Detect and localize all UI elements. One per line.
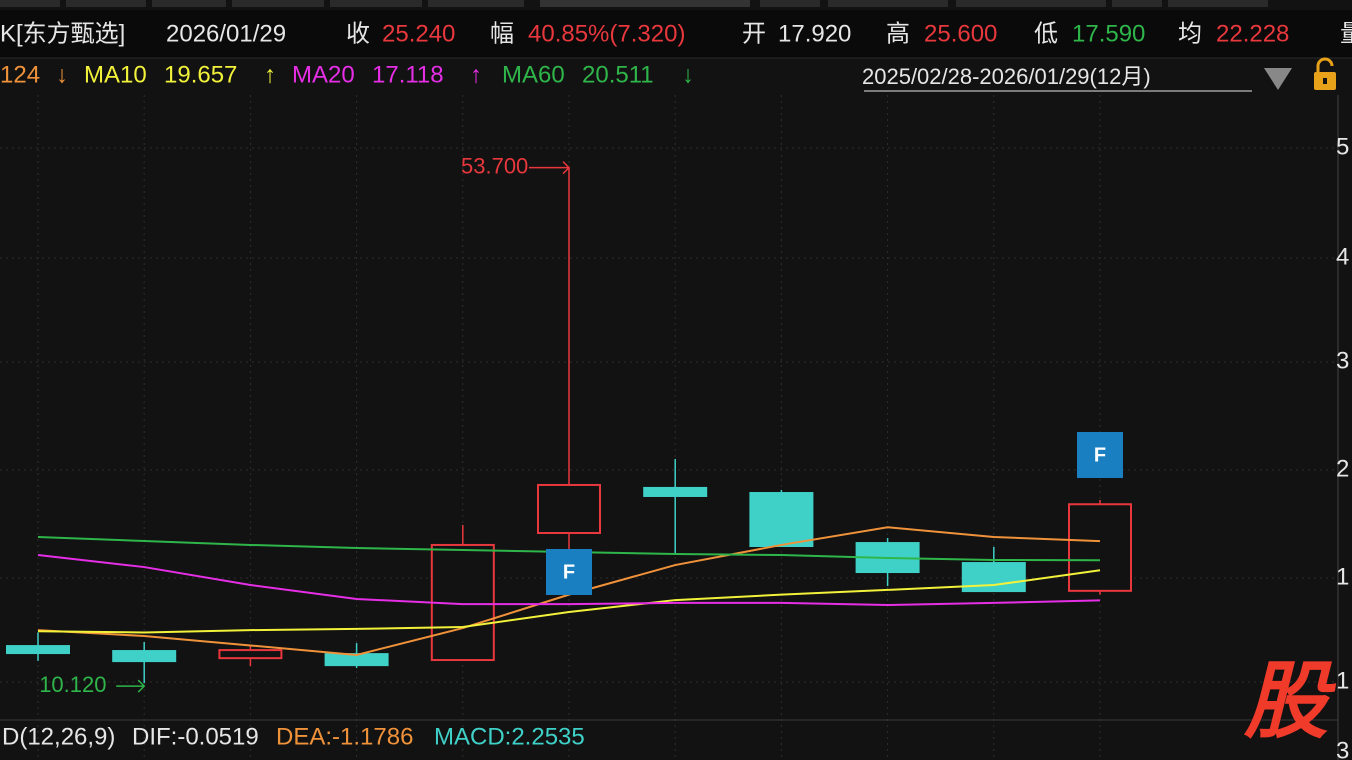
field-value: 22.228 xyxy=(1216,20,1289,47)
y-axis-label: 4 xyxy=(1336,243,1349,270)
legend-value: 17.118 xyxy=(372,61,444,88)
tab-strip xyxy=(0,0,1268,7)
f-marker-label: F xyxy=(1094,444,1106,466)
f-marker-box xyxy=(1077,432,1123,478)
lock-icon[interactable] xyxy=(1314,57,1336,90)
legend-name: MA60 xyxy=(502,61,565,88)
ma-arrow: ↑ xyxy=(264,61,276,88)
y-axis-label: 5 xyxy=(1336,133,1349,160)
field-label: 均 xyxy=(1178,20,1202,47)
high-annotation: 53.700 xyxy=(461,153,528,178)
header-bar xyxy=(0,10,1352,58)
legend-name: MA20 xyxy=(292,61,355,88)
candle-body xyxy=(112,650,177,663)
grid xyxy=(0,95,1338,760)
low-annotation: 10.120 xyxy=(39,672,106,697)
y-axis-label: 2 xyxy=(1336,455,1349,482)
range-dropdown[interactable] xyxy=(1264,68,1292,90)
range-label[interactable]: 2025/02/28-2026/01/29(12月) xyxy=(862,64,1151,89)
logo: 股 xyxy=(1243,654,1337,748)
field-label: 高 xyxy=(886,20,910,47)
macd-value: MACD:2.2535 xyxy=(434,723,585,750)
candle-body xyxy=(218,649,283,660)
legend-value: 20.511 xyxy=(582,61,654,88)
candle-body xyxy=(961,562,1026,593)
ma-arrow: ↓ xyxy=(56,61,68,88)
y-axis-label: 3 xyxy=(1336,347,1349,374)
f-marker[interactable]: F xyxy=(1077,432,1123,478)
field-label: 开 xyxy=(742,20,766,47)
ma-line xyxy=(37,569,1101,634)
legend-name: MA10 xyxy=(84,61,147,88)
candle-body xyxy=(6,645,70,655)
low-arrow xyxy=(116,679,146,693)
y-axis-label: 3 xyxy=(1336,737,1349,760)
ma-arrow: ↑ xyxy=(470,61,482,88)
f-marker[interactable]: F xyxy=(546,549,592,595)
macd-name: D(12,26,9) xyxy=(2,723,115,750)
field-value: 25.240 xyxy=(382,20,455,47)
ma-line xyxy=(37,554,1101,607)
legend-value: 19.657 xyxy=(164,61,237,88)
field-value: 17.920 xyxy=(778,20,851,47)
candle-body xyxy=(1068,503,1132,592)
candle-body xyxy=(537,483,601,534)
macd-dea: DEA:-1.1786 xyxy=(276,723,413,750)
macd-dif: DIF:-0.0519 xyxy=(132,723,259,750)
high-arrow xyxy=(529,161,571,175)
field-label: 幅 xyxy=(490,20,514,47)
stock-name: K[东方甄选] xyxy=(0,20,125,47)
field-label: 低 xyxy=(1034,20,1058,47)
date: 2026/01/29 xyxy=(166,20,286,47)
field-value: 40.85%(7.320) xyxy=(528,20,685,47)
f-marker-box xyxy=(546,549,592,595)
ma-value: 124 xyxy=(0,61,40,88)
field-label: 量 xyxy=(1340,20,1352,47)
field-value: 25.600 xyxy=(924,20,997,47)
candle-body xyxy=(643,486,708,497)
y-axis-label: 1 xyxy=(1336,563,1349,590)
ma-arrow: ↓ xyxy=(682,61,694,88)
f-marker-label: F xyxy=(563,561,575,583)
y-axis-label: 1 xyxy=(1336,667,1349,694)
field-label: 收 xyxy=(346,20,370,47)
candle-body xyxy=(749,492,814,548)
field-value: 17.590 xyxy=(1072,20,1145,47)
